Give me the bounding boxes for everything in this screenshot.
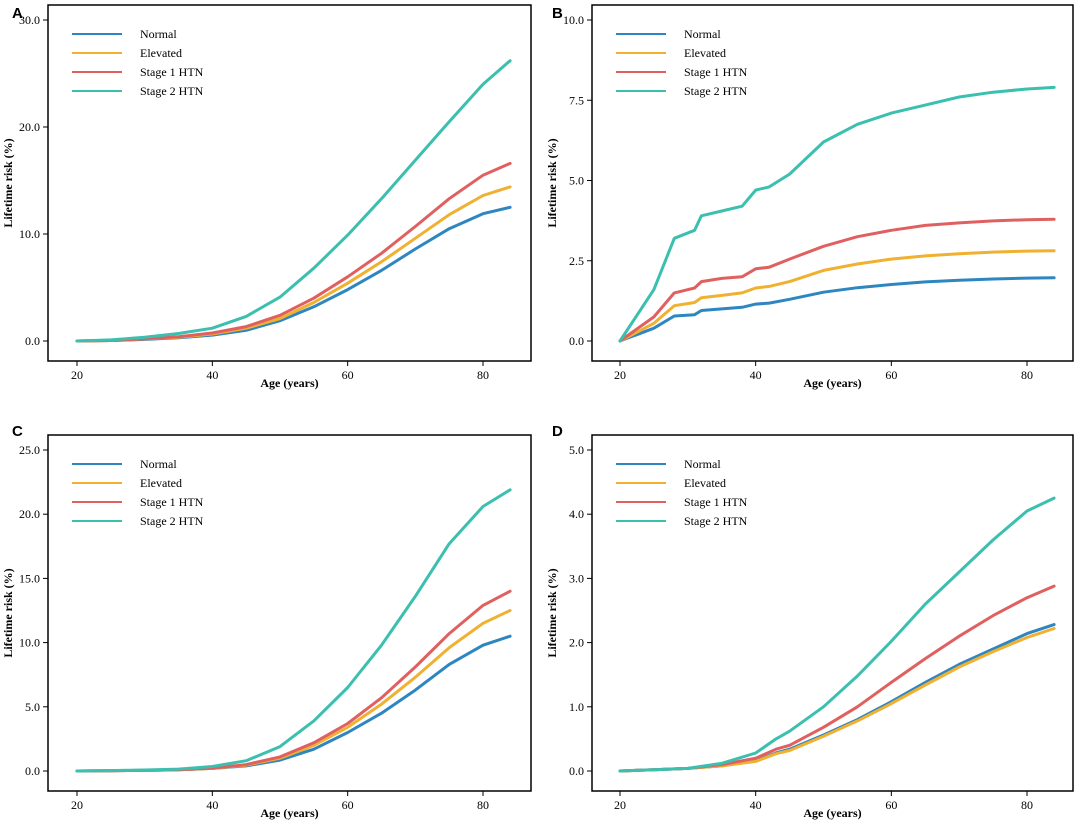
- y-tick-label: 20.0: [19, 120, 40, 134]
- series-line-stage-2-htn: [618, 85, 1056, 343]
- x-tick-label: 80: [477, 368, 489, 382]
- x-axis-title: Age (years): [803, 376, 861, 390]
- x-tick-label: 20: [71, 798, 83, 812]
- y-tick-label: 0.0: [25, 334, 40, 348]
- legend-label-stage-2-htn: Stage 2 HTN: [684, 84, 748, 98]
- legend-label-normal: Normal: [684, 457, 721, 471]
- legend-label-elevated: Elevated: [684, 46, 726, 60]
- y-tick-label: 2.0: [569, 636, 584, 650]
- x-axis-title: Age (years): [260, 376, 318, 390]
- plot-frame: [591, 4, 1074, 362]
- x-tick-label: 80: [477, 798, 489, 812]
- legend: Normal Elevated Stage 1 HTN Stage 2 HTN: [72, 27, 204, 98]
- x-tick-label: 40: [206, 368, 218, 382]
- legend-label-stage-1-htn: Stage 1 HTN: [140, 65, 204, 79]
- y-tick-label: 30.0: [19, 13, 40, 27]
- x-tick-label: 60: [342, 798, 354, 812]
- series-line-normal: [75, 205, 512, 343]
- y-tick-label: 0.0: [569, 764, 584, 778]
- series-line-elevated: [75, 609, 512, 773]
- x-tick-label: 20: [614, 798, 626, 812]
- y-tick-label: 4.0: [569, 507, 584, 521]
- legend-label-normal: Normal: [140, 27, 177, 41]
- x-tick-label: 40: [750, 368, 762, 382]
- series-line-elevated: [618, 249, 1056, 343]
- y-tick-label: 3.0: [569, 571, 584, 585]
- series-line-stage-1-htn: [75, 589, 512, 773]
- y-tick-label: 10.0: [19, 636, 40, 650]
- plot-frame: [47, 4, 532, 362]
- legend-label-stage-2-htn: Stage 2 HTN: [140, 84, 204, 98]
- legend-label-stage-1-htn: Stage 1 HTN: [684, 65, 748, 79]
- y-tick-label: 15.0: [19, 571, 40, 585]
- series-line-stage-1-htn: [75, 161, 512, 343]
- y-axis-title: Lifetime risk (%): [545, 138, 559, 227]
- x-axis-title: Age (years): [260, 806, 318, 820]
- series-line-stage-1-htn: [618, 217, 1056, 343]
- y-tick-label: 10.0: [19, 227, 40, 241]
- series-line-stage-1-htn: [618, 584, 1056, 773]
- series-line-normal: [618, 276, 1056, 343]
- legend: Normal Elevated Stage 1 HTN Stage 2 HTN: [616, 457, 748, 528]
- x-tick-label: 60: [342, 368, 354, 382]
- y-tick-label: 5.0: [569, 174, 584, 188]
- panel-label: B: [552, 5, 563, 22]
- legend-label-stage-2-htn: Stage 2 HTN: [684, 514, 748, 528]
- y-tick-label: 20.0: [19, 507, 40, 521]
- x-tick-label: 60: [885, 368, 897, 382]
- x-tick-label: 80: [1021, 798, 1033, 812]
- y-tick-label: 10.0: [563, 13, 584, 27]
- y-tick-label: 0.0: [569, 334, 584, 348]
- x-axis-title: Age (years): [803, 806, 861, 820]
- x-tick-label: 40: [206, 798, 218, 812]
- y-tick-label: 5.0: [25, 700, 40, 714]
- y-tick-label: 25.0: [19, 443, 40, 457]
- panel-label: D: [552, 423, 563, 440]
- legend-label-elevated: Elevated: [140, 476, 182, 490]
- legend-label-stage-1-htn: Stage 1 HTN: [684, 495, 748, 509]
- series-line-stage-2-htn: [75, 488, 512, 773]
- legend: Normal Elevated Stage 1 HTN Stage 2 HTN: [616, 27, 748, 98]
- y-tick-label: 0.0: [25, 764, 40, 778]
- x-tick-label: 80: [1021, 368, 1033, 382]
- y-tick-label: 7.5: [569, 93, 584, 107]
- legend-label-normal: Normal: [684, 27, 721, 41]
- plot-frame: [47, 434, 532, 792]
- series-line-stage-2-htn: [75, 59, 512, 343]
- y-axis-title: Lifetime risk (%): [1, 568, 15, 657]
- legend-label-stage-1-htn: Stage 1 HTN: [140, 495, 204, 509]
- legend: Normal Elevated Stage 1 HTN Stage 2 HTN: [72, 457, 204, 528]
- y-axis-title: Lifetime risk (%): [1, 138, 15, 227]
- chart-panel-c: C 0.0 5.0 10.0 15.0 20.0 25.0 20 40 60 80 Age (year…: [1, 423, 532, 820]
- x-tick-label: 40: [750, 798, 762, 812]
- x-tick-label: 20: [71, 368, 83, 382]
- legend-label-elevated: Elevated: [684, 476, 726, 490]
- series-line-stage-2-htn: [618, 496, 1056, 773]
- y-tick-label: 5.0: [569, 443, 584, 457]
- x-tick-label: 60: [885, 798, 897, 812]
- series-line-elevated: [75, 185, 512, 343]
- legend-label-normal: Normal: [140, 457, 177, 471]
- plot-frame: [591, 434, 1074, 792]
- chart-panel-b: B 0.0 2.5 5.0 7.5 10.0 20 40 60 80 Age (years) Life…: [545, 4, 1074, 390]
- panel-label: A: [12, 5, 23, 22]
- legend-label-stage-2-htn: Stage 2 HTN: [140, 514, 204, 528]
- x-tick-label: 20: [614, 368, 626, 382]
- y-tick-label: 1.0: [569, 700, 584, 714]
- chart-panel-d: D 0.0 1.0 2.0 3.0 4.0 5.0 20 40 60 80 Age (years) Li…: [545, 423, 1074, 820]
- legend-label-elevated: Elevated: [140, 46, 182, 60]
- y-axis-title: Lifetime risk (%): [545, 568, 559, 657]
- y-tick-label: 2.5: [569, 254, 584, 268]
- series-line-normal: [618, 623, 1056, 773]
- chart-panel-a: A 0.0 10.0 20.0 30.0 20 40 60 80 Age (years) Lifet…: [1, 4, 532, 390]
- panel-label: C: [12, 423, 23, 440]
